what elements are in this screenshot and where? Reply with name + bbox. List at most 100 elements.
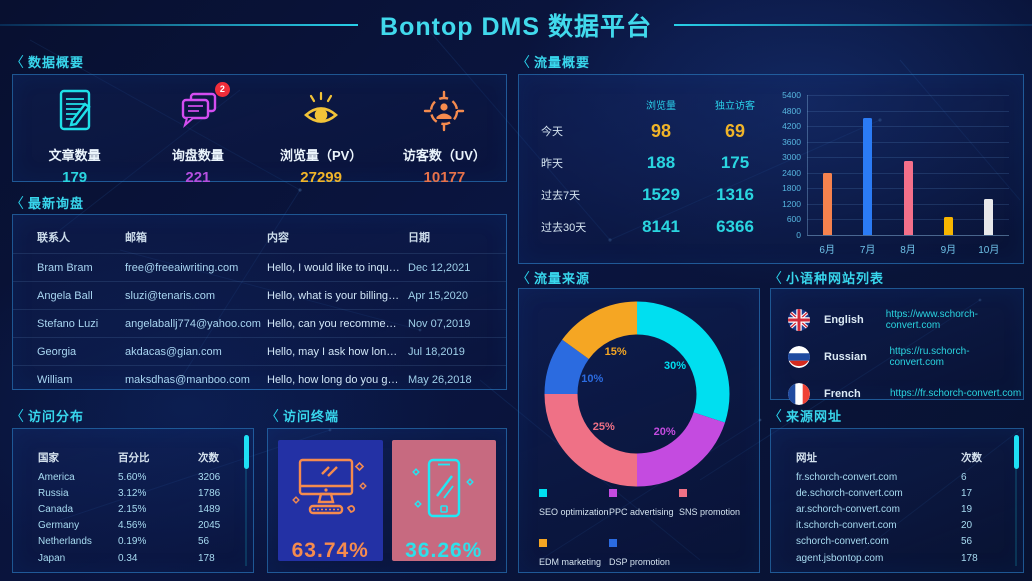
country-percent: 4.56% [118, 520, 147, 532]
x-axis-label: 8月 [900, 245, 916, 256]
table-row: Canada 2.15% 1489 [13, 501, 253, 517]
section-header-sources: 〈流量来源 [516, 268, 590, 288]
table-row: ar.schorch-convert.com 19 [771, 501, 1023, 517]
gridline [807, 95, 1009, 96]
gridline [807, 157, 1009, 159]
scrollbar-thumb[interactable] [244, 435, 249, 469]
inquiry-email: akdacas@gian.com [125, 345, 222, 358]
table-row: Netherlands 0.19% 56 [13, 534, 253, 550]
bar-7月 [863, 118, 873, 235]
traffic-pv-value: 8141 [642, 217, 680, 236]
chevron-left-icon: 〈 [10, 54, 25, 70]
stat-label: 询盘数量 [171, 148, 224, 163]
section-title: 最新询盘 [28, 196, 85, 211]
chevron-left-icon: 〈 [516, 54, 531, 70]
inquiry-email: free@freeaiwriting.com [125, 261, 239, 274]
inquiry-date: Jul 18,2019 [408, 345, 465, 358]
inquiry-icon: 2 [175, 82, 230, 133]
x-axis-label: 9月 [940, 245, 957, 256]
legend-swatch [679, 489, 687, 497]
y-axis-tick: 5400 [782, 90, 801, 100]
table-row: 今天 98 69 [519, 115, 1023, 147]
section-header-overview: 〈数据概要 [10, 52, 84, 72]
site-url-link[interactable]: https://ru.schorch-convert.com [889, 345, 970, 368]
panel-terminals: 63.74% 36.26% [267, 428, 507, 573]
country-name: America [38, 471, 75, 483]
country-count: 1786 [198, 487, 221, 499]
y-axis-tick: 3000 [782, 152, 801, 163]
list-item: English https://www.schorch-convert.com [771, 305, 1023, 334]
article-icon [52, 87, 98, 133]
country-percent: 0.34 [118, 552, 138, 564]
traffic-uv-value: 175 [720, 153, 750, 172]
country-name: Canada [38, 503, 74, 515]
mobile-icon [402, 458, 486, 524]
inquiry-contact: Angela Ball [37, 289, 93, 302]
uv-target-icon [421, 87, 467, 133]
inquiries-header-row: 联系人 邮箱 内容 日期 [13, 221, 506, 253]
scrollbar-track [245, 435, 247, 566]
table-row: 过去7天 1529 1316 [519, 179, 1023, 211]
france-flag [788, 382, 810, 405]
scrollbar-track [1015, 435, 1017, 566]
y-axis-tick: 4200 [782, 121, 801, 132]
section-title: 流量来源 [534, 271, 591, 286]
column-header: 邮箱 [125, 232, 147, 244]
section-title: 来源网址 [786, 409, 843, 424]
inquiry-content: Hello, can you recommend different types… [267, 317, 402, 330]
legend-label: EDM marketing [539, 557, 602, 567]
scrollbar-thumb[interactable] [1014, 435, 1019, 469]
country-count: 178 [198, 552, 215, 564]
site-url-link[interactable]: https://www.schorch-convert.com [885, 308, 979, 331]
donut-segment-ppc-advertising [544, 301, 730, 487]
donut-percent-label: 10% [581, 373, 604, 386]
panel-referrers: 网址 次数 fr.schorch-convert.com 6 de.schorch-… [770, 428, 1024, 573]
traffic-row-label: 今天 [541, 126, 563, 138]
y-axis-tick: 2400 [782, 167, 801, 178]
referrer-count: 17 [961, 487, 973, 499]
traffic-uv-value: 69 [724, 120, 746, 141]
referrer-url: it.schorch-convert.com [796, 520, 897, 532]
table-row: it.schorch-convert.com 20 [771, 518, 1023, 534]
chevron-left-icon: 〈 [10, 195, 25, 211]
x-axis-label: 10月 [978, 245, 1000, 256]
panel-inquiries: 联系人 邮箱 内容 日期 Bram Bram free@freeaiwriting… [12, 214, 507, 390]
traffic-pv-value: 188 [646, 153, 676, 172]
legend-label: SNS promotion [679, 507, 741, 517]
panel-overview: 文章数量 179 2 询盘数量 221 浏览量（PV） 27299 访客数（UV） 10177 [12, 74, 507, 186]
page-title: Bontop DMS 数据平台 [380, 13, 652, 41]
site-language: English [824, 313, 864, 326]
section-title: 小语种网站列表 [786, 271, 885, 286]
legend-item: SEO optimization [539, 489, 609, 517]
stat-value: 179 [62, 169, 88, 186]
chevron-left-icon: 〈 [10, 408, 25, 424]
table-row: Georgia akdacas@gian.com Hello, may I ask … [13, 337, 506, 365]
table-row: schorch-convert.com 56 [771, 534, 1023, 550]
donut-percent-label: 30% [664, 360, 687, 373]
section-header-distribution: 〈访问分布 [10, 406, 84, 426]
uk-flag [788, 308, 810, 331]
stat-value: 27299 [300, 169, 342, 186]
country-name: Russia [38, 487, 69, 499]
donut-segment-dsp-promotion [544, 301, 730, 487]
column-header: 内容 [267, 232, 289, 244]
traffic-bar-chart: 0 600 1200 1800 2400 3000 3600 4200 4800 5400 6月 7月… [771, 85, 1015, 259]
traffic-header-row: 浏览量 独立访客 [519, 93, 1023, 115]
inquiry-email: angelaballj774@yahoo.com [125, 317, 261, 330]
notification-badge: 2 [214, 82, 230, 97]
referrer-count: 19 [961, 503, 973, 515]
desktop-terminal-card: 63.74% [278, 440, 383, 562]
bar-8月 [903, 161, 913, 235]
referrer-count: 56 [961, 536, 973, 548]
legend-swatch [539, 539, 547, 547]
column-header: 国家 [38, 451, 59, 464]
legend-swatch [609, 539, 617, 547]
referrer-count: 178 [961, 552, 978, 564]
panel-distribution: 国家 百分比 次数 America 5.60% 3206 Russia 3.12% 178… [12, 428, 254, 573]
referrer-url: fr.schorch-convert.com [796, 471, 898, 483]
site-url-link[interactable]: https://fr.schorch-convert.com [890, 388, 1022, 399]
panel-sources: SEO optimization PPC advertising SNS promo… [518, 288, 760, 573]
country-name: Japan [38, 552, 66, 564]
referrer-url: schorch-convert.com [796, 536, 889, 548]
